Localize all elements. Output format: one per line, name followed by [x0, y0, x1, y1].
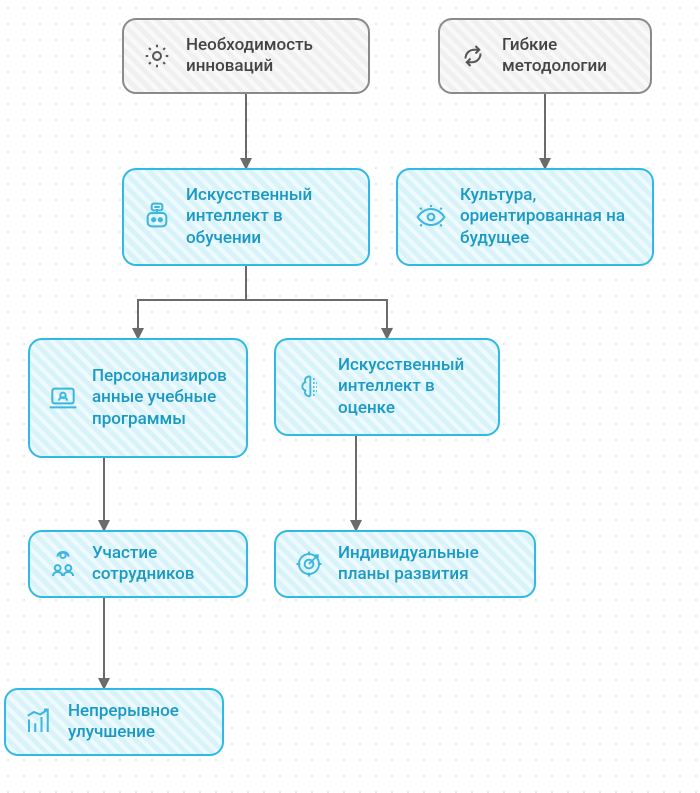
laptop-icon — [46, 381, 80, 415]
node-label: Искусственный интеллект в оценке — [338, 355, 482, 419]
node-ai-assessment: Искусственный интеллект в оценке — [274, 338, 500, 436]
node-label: Непрерывное улучшение — [68, 701, 206, 744]
node-label: Персонализированные учебные программы — [92, 366, 230, 430]
node-employee-engagement: Участие сотрудников — [28, 530, 248, 598]
node-label: Участие сотрудников — [92, 543, 230, 586]
robot-icon — [140, 200, 174, 234]
node-ai-learning: Искусственный интеллект в обучении — [122, 168, 370, 266]
edge — [246, 266, 387, 338]
eye-icon — [414, 200, 448, 234]
chart-icon — [22, 705, 56, 739]
brain-icon — [292, 370, 326, 404]
node-innovations-need: Необходимость инноваций — [122, 18, 370, 94]
edge — [138, 266, 246, 338]
node-label: Необходимость инноваций — [186, 35, 352, 78]
node-continuous-improvement: Непрерывное улучшение — [4, 688, 224, 756]
node-label: Индивидуальные планы развития — [338, 543, 518, 586]
node-individual-plans: Индивидуальные планы развития — [274, 530, 536, 598]
node-label: Искусственный интеллект в обучении — [186, 185, 352, 249]
agile-icon — [456, 39, 490, 73]
node-agile-methodologies: Гибкие методологии — [438, 18, 652, 94]
node-personalized-programs: Персонализированные учебные программы — [28, 338, 248, 458]
node-label: Культура, ориентированная на будущее — [460, 185, 636, 249]
gear-icon — [140, 39, 174, 73]
node-future-culture: Культура, ориентированная на будущее — [396, 168, 654, 266]
people-icon — [46, 547, 80, 581]
target-icon — [292, 547, 326, 581]
node-label: Гибкие методологии — [502, 35, 634, 78]
